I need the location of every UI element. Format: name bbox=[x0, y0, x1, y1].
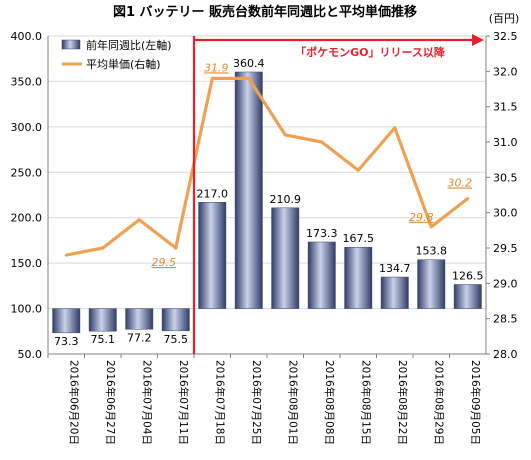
right-axis-tick-label: 29.5 bbox=[493, 242, 518, 255]
legend-line-label: 平均単価(右軸) bbox=[86, 57, 161, 71]
legend: 前年同週比(左軸) 平均単価(右軸) bbox=[61, 38, 172, 71]
bar bbox=[271, 207, 300, 309]
line-point bbox=[393, 126, 397, 130]
left-axis-tick-label: 300.0 bbox=[11, 121, 43, 134]
line-point bbox=[429, 225, 433, 229]
bar bbox=[380, 276, 409, 309]
release-annotation: 「ポケモンGO」リリース以降 bbox=[192, 34, 484, 354]
price-line bbox=[65, 76, 469, 257]
bar bbox=[88, 308, 117, 332]
right-axis-tick-label: 31.0 bbox=[493, 136, 518, 149]
line-point bbox=[137, 218, 141, 222]
right-axis-tick-label: 31.5 bbox=[493, 101, 518, 114]
x-axis-tick-label: 2016年08月08日 bbox=[323, 360, 336, 445]
data-labels: 73.3 75.1 77.2 75.5 217.0 360.4 210.9 173.3 167.… bbox=[54, 57, 484, 348]
left-axis-tick-label: 400.0 bbox=[11, 30, 43, 43]
bar-value-label: 210.9 bbox=[270, 193, 302, 206]
x-axis-tick-label: 2016年09月05日 bbox=[469, 360, 482, 445]
bar bbox=[125, 308, 154, 330]
grid-lines bbox=[48, 35, 486, 355]
bar-value-label: 173.3 bbox=[306, 227, 338, 240]
line-point bbox=[174, 246, 178, 250]
bar-value-label: 217.0 bbox=[197, 187, 229, 200]
line-value-callout: 30.2 bbox=[448, 177, 473, 190]
left-axis-tick-label: 150.0 bbox=[11, 257, 43, 270]
right-axis-unit: (百円) bbox=[489, 12, 520, 25]
bar-value-label: 75.1 bbox=[91, 333, 116, 346]
bar bbox=[198, 202, 227, 309]
line-point bbox=[356, 168, 360, 172]
right-axis-tick-label: 32.0 bbox=[493, 65, 518, 78]
line-series bbox=[64, 76, 470, 257]
line-point bbox=[320, 140, 324, 144]
bar bbox=[417, 259, 446, 309]
bar bbox=[307, 241, 336, 309]
chart-title: 図1 バッテリー 販売台数前年同週比と平均単価推移 bbox=[113, 4, 417, 20]
x-axis-tick-label: 2016年07月04日 bbox=[140, 360, 153, 445]
legend-bar-label: 前年同週比(左軸) bbox=[86, 38, 172, 52]
line-value-callout: 31.9 bbox=[204, 61, 229, 74]
left-axis-tick-label: 350.0 bbox=[11, 75, 43, 88]
bar bbox=[161, 308, 190, 332]
right-axis-tick-label: 32.5 bbox=[493, 30, 518, 43]
line-point bbox=[466, 197, 470, 201]
bar-value-label: 153.8 bbox=[416, 245, 448, 258]
x-axis-tick-label: 2016年07月18日 bbox=[213, 360, 226, 445]
bar bbox=[453, 284, 482, 309]
bar bbox=[344, 246, 373, 309]
legend-bar-swatch bbox=[61, 39, 81, 50]
line-point bbox=[247, 76, 251, 80]
release-arrow-head bbox=[472, 34, 484, 46]
x-axis-tick-label: 2016年06月27日 bbox=[104, 360, 117, 445]
x-axis-tick-label: 2016年06月20日 bbox=[67, 360, 80, 445]
x-axis-tick-label: 2016年08月01日 bbox=[286, 360, 299, 445]
bar-value-label: 360.4 bbox=[233, 57, 265, 70]
bar bbox=[234, 71, 263, 309]
bar-value-label: 134.7 bbox=[379, 262, 411, 275]
line-point bbox=[283, 133, 287, 137]
left-axis-tick-label: 50.0 bbox=[18, 348, 43, 361]
line-point bbox=[210, 76, 214, 80]
line-value-callout: 29.8 bbox=[409, 211, 434, 224]
release-annotation-text: 「ポケモンGO」リリース以降 bbox=[295, 45, 446, 59]
left-axis-tick-label: 200.0 bbox=[11, 212, 43, 225]
right-axis-tick-label: 29.0 bbox=[493, 277, 518, 290]
right-axis-tick-label: 28.0 bbox=[493, 348, 518, 361]
x-axis-tick-label: 2016年08月29日 bbox=[432, 360, 445, 445]
x-axis-tick-label: 2016年08月15日 bbox=[359, 360, 372, 445]
bar bbox=[52, 308, 81, 334]
bar-value-label: 73.3 bbox=[54, 335, 79, 348]
bar-value-label: 75.5 bbox=[164, 333, 189, 346]
right-axis-tick-label: 30.0 bbox=[493, 207, 518, 220]
line-point bbox=[64, 253, 68, 257]
axes: 50.0 100.0 150.0 200.0 250.0 300.0 350.0 400.0 2… bbox=[11, 30, 518, 445]
x-axis-tick-label: 2016年07月11日 bbox=[177, 360, 190, 445]
right-axis-tick-label: 30.5 bbox=[493, 171, 518, 184]
x-axis-tick-label: 2016年07月25日 bbox=[250, 360, 263, 445]
bar-value-label: 167.5 bbox=[343, 232, 375, 245]
bar-series bbox=[52, 71, 482, 334]
left-axis-tick-label: 100.0 bbox=[11, 303, 43, 316]
bar-value-label: 126.5 bbox=[452, 269, 484, 282]
left-axis-tick-label: 250.0 bbox=[11, 166, 43, 179]
bar-value-label: 77.2 bbox=[127, 331, 152, 344]
line-value-callout: 29.5 bbox=[152, 256, 177, 269]
right-axis-tick-label: 28.5 bbox=[493, 313, 518, 326]
x-axis-tick-label: 2016年08月22日 bbox=[396, 360, 409, 445]
line-point bbox=[101, 246, 105, 250]
